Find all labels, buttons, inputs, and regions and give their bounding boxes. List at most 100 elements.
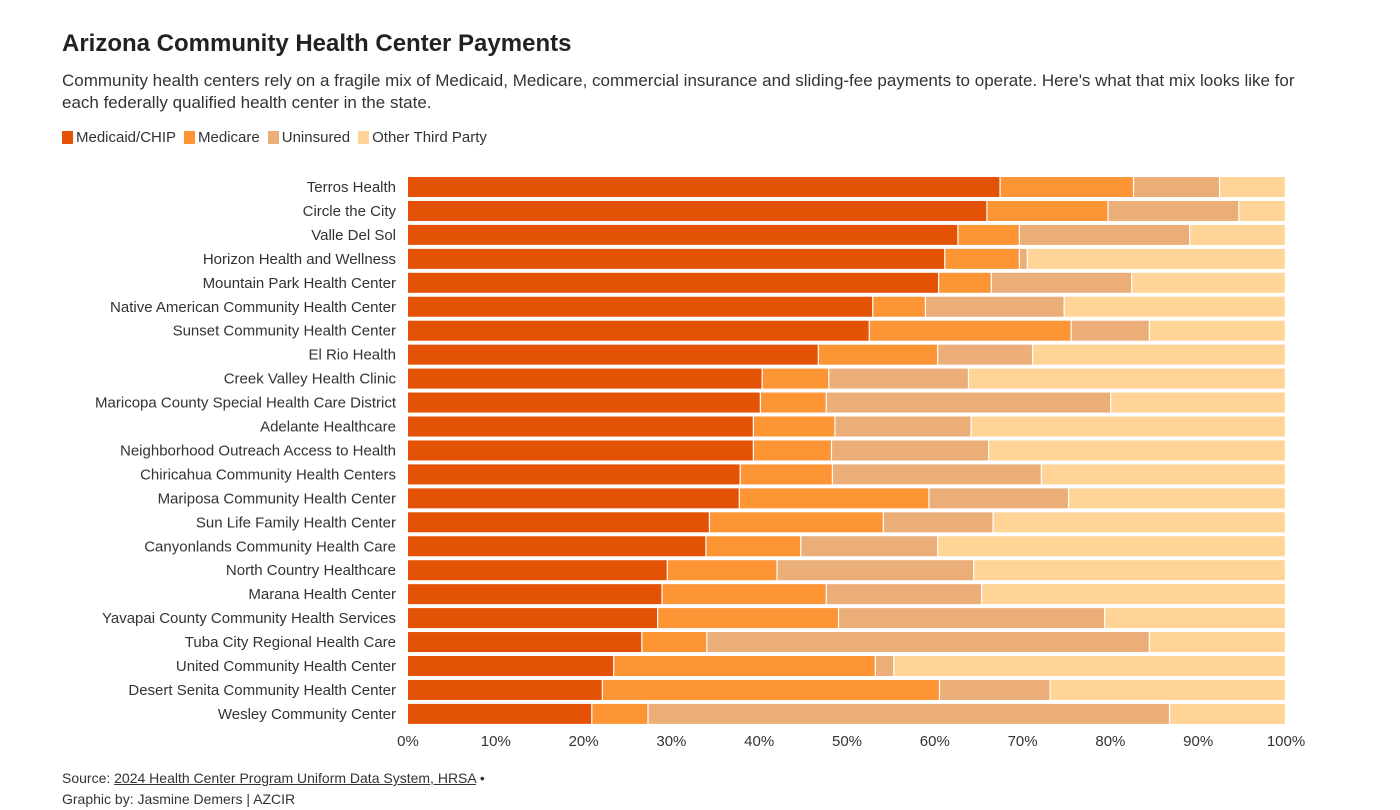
bar-segment-maricopa-county-special-health-care-district-medicaid-chip[interactable] bbox=[408, 392, 760, 413]
chart-subtitle: Community health centers rely on a fragi… bbox=[62, 71, 1295, 112]
bar-segment-neighborhood-outreach-access-to-health-uninsured[interactable] bbox=[832, 440, 989, 461]
bar-segment-circle-the-city-uninsured[interactable] bbox=[1108, 200, 1239, 221]
x-tick-label: 80% bbox=[1095, 733, 1125, 750]
bar-segment-yavapai-county-community-health-services-medicaid-chip[interactable] bbox=[408, 608, 658, 629]
bar-segment-mariposa-community-health-center-uninsured[interactable] bbox=[929, 488, 1068, 509]
bar-segment-canyonlands-community-health-care-other-third-party[interactable] bbox=[938, 536, 1285, 557]
bar-segment-tuba-city-regional-health-care-uninsured[interactable] bbox=[707, 632, 1149, 653]
bar-segment-tuba-city-regional-health-care-other-third-party[interactable] bbox=[1149, 632, 1285, 653]
bar-segment-creek-valley-health-clinic-medicare[interactable] bbox=[762, 368, 829, 389]
bar-segment-chiricahua-community-health-centers-medicaid-chip[interactable] bbox=[408, 464, 740, 485]
bar-segment-sun-life-family-health-center-medicaid-chip[interactable] bbox=[408, 512, 709, 533]
bar-segment-sunset-community-health-center-medicare[interactable] bbox=[869, 320, 1071, 341]
source-link[interactable]: 2024 Health Center Program Uniform Data … bbox=[114, 770, 476, 786]
bar-segment-wesley-community-center-other-third-party[interactable] bbox=[1170, 703, 1285, 724]
category-label-terros-health: Terros Health bbox=[307, 179, 396, 196]
bar-segment-maricopa-county-special-health-care-district-medicare[interactable] bbox=[760, 392, 826, 413]
bar-segment-horizon-health-and-wellness-uninsured[interactable] bbox=[1019, 248, 1027, 269]
bar-segment-desert-senita-community-health-center-other-third-party[interactable] bbox=[1050, 679, 1285, 700]
category-label-yavapai-county-community-health-services: Yavapai County Community Health Services bbox=[102, 610, 396, 627]
bar-segment-marana-health-center-other-third-party[interactable] bbox=[982, 584, 1285, 605]
bar-segment-mountain-park-health-center-medicare[interactable] bbox=[939, 272, 991, 293]
bar-segment-north-country-healthcare-uninsured[interactable] bbox=[777, 560, 974, 581]
bar-segment-circle-the-city-medicaid-chip[interactable] bbox=[408, 200, 987, 221]
category-label-united-community-health-center: United Community Health Center bbox=[176, 658, 396, 675]
bar-segment-desert-senita-community-health-center-medicare[interactable] bbox=[602, 679, 939, 700]
bar-segment-united-community-health-center-uninsured[interactable] bbox=[875, 656, 894, 676]
bar-segment-desert-senita-community-health-center-medicaid-chip[interactable] bbox=[408, 679, 602, 700]
bar-segment-desert-senita-community-health-center-uninsured[interactable] bbox=[940, 679, 1050, 700]
bar-segment-creek-valley-health-clinic-other-third-party[interactable] bbox=[969, 368, 1285, 389]
bar-segment-yavapai-county-community-health-services-other-third-party[interactable] bbox=[1105, 608, 1285, 629]
bar-segment-native-american-community-health-center-medicaid-chip[interactable] bbox=[408, 296, 873, 317]
bar-segment-mariposa-community-health-center-other-third-party[interactable] bbox=[1069, 488, 1285, 509]
bar-segment-chiricahua-community-health-centers-other-third-party[interactable] bbox=[1041, 464, 1285, 485]
bar-segment-wesley-community-center-uninsured[interactable] bbox=[648, 703, 1169, 724]
bar-segment-maricopa-county-special-health-care-district-uninsured[interactable] bbox=[826, 392, 1111, 413]
bar-segment-adelante-healthcare-medicare[interactable] bbox=[753, 416, 835, 437]
bar-segment-terros-health-medicare[interactable] bbox=[1000, 177, 1133, 197]
bar-segment-sun-life-family-health-center-other-third-party[interactable] bbox=[993, 512, 1285, 533]
bar-segment-sunset-community-health-center-medicaid-chip[interactable] bbox=[408, 320, 869, 341]
bar-segment-sunset-community-health-center-other-third-party[interactable] bbox=[1149, 320, 1285, 341]
bar-segment-mariposa-community-health-center-medicaid-chip[interactable] bbox=[408, 488, 739, 509]
bar-segment-terros-health-uninsured[interactable] bbox=[1134, 177, 1219, 197]
bar-segment-circle-the-city-other-third-party[interactable] bbox=[1239, 200, 1285, 221]
bar-segment-canyonlands-community-health-care-medicaid-chip[interactable] bbox=[408, 536, 706, 557]
bar-segment-sunset-community-health-center-uninsured[interactable] bbox=[1071, 320, 1149, 341]
bar-segment-united-community-health-center-medicaid-chip[interactable] bbox=[408, 656, 614, 676]
source-prefix: Source: bbox=[62, 770, 115, 786]
bar-segment-neighborhood-outreach-access-to-health-medicare[interactable] bbox=[753, 440, 831, 461]
bar-segment-sun-life-family-health-center-uninsured[interactable] bbox=[883, 512, 993, 533]
bar-segment-creek-valley-health-clinic-uninsured[interactable] bbox=[829, 368, 968, 389]
bar-segment-marana-health-center-uninsured[interactable] bbox=[826, 584, 982, 605]
bar-segment-native-american-community-health-center-other-third-party[interactable] bbox=[1064, 296, 1285, 317]
bar-segment-terros-health-medicaid-chip[interactable] bbox=[408, 177, 1000, 197]
bar-segment-yavapai-county-community-health-services-medicare[interactable] bbox=[658, 608, 838, 629]
bar-segment-adelante-healthcare-uninsured[interactable] bbox=[835, 416, 971, 437]
bar-segment-neighborhood-outreach-access-to-health-medicaid-chip[interactable] bbox=[408, 440, 753, 461]
bar-segment-horizon-health-and-wellness-medicaid-chip[interactable] bbox=[408, 248, 945, 269]
bar-segment-wesley-community-center-medicaid-chip[interactable] bbox=[408, 703, 592, 724]
bar-segment-terros-health-other-third-party[interactable] bbox=[1220, 177, 1285, 197]
bar-segment-mountain-park-health-center-medicaid-chip[interactable] bbox=[408, 272, 938, 293]
bar-segment-canyonlands-community-health-care-medicare[interactable] bbox=[706, 536, 801, 557]
bar-segment-maricopa-county-special-health-care-district-other-third-party[interactable] bbox=[1111, 392, 1285, 413]
bar-segment-united-community-health-center-medicare[interactable] bbox=[614, 656, 875, 676]
bar-segment-wesley-community-center-medicare[interactable] bbox=[592, 703, 648, 724]
bar-segment-marana-health-center-medicaid-chip[interactable] bbox=[408, 584, 662, 605]
bar-segment-mountain-park-health-center-uninsured[interactable] bbox=[991, 272, 1132, 293]
bar-segment-el-rio-health-medicaid-chip[interactable] bbox=[408, 344, 818, 365]
bar-segment-adelante-healthcare-other-third-party[interactable] bbox=[971, 416, 1285, 437]
bar-segment-tuba-city-regional-health-care-medicaid-chip[interactable] bbox=[408, 632, 642, 653]
bar-segment-united-community-health-center-other-third-party[interactable] bbox=[894, 656, 1285, 676]
bar-segment-el-rio-health-uninsured[interactable] bbox=[938, 344, 1032, 365]
bar-segment-el-rio-health-medicare[interactable] bbox=[818, 344, 938, 365]
bar-segment-adelante-healthcare-medicaid-chip[interactable] bbox=[408, 416, 753, 437]
bar-segment-canyonlands-community-health-care-uninsured[interactable] bbox=[801, 536, 938, 557]
bar-segment-horizon-health-and-wellness-other-third-party[interactable] bbox=[1027, 248, 1285, 269]
bar-segment-horizon-health-and-wellness-medicare[interactable] bbox=[945, 248, 1019, 269]
bar-segment-el-rio-health-other-third-party[interactable] bbox=[1033, 344, 1285, 365]
bar-segment-marana-health-center-medicare[interactable] bbox=[662, 584, 826, 605]
bar-segment-valle-del-sol-medicaid-chip[interactable] bbox=[408, 224, 958, 245]
bar-segment-chiricahua-community-health-centers-uninsured[interactable] bbox=[832, 464, 1041, 485]
bar-segment-yavapai-county-community-health-services-uninsured[interactable] bbox=[839, 608, 1104, 629]
bar-segment-neighborhood-outreach-access-to-health-other-third-party[interactable] bbox=[989, 440, 1285, 461]
bar-segment-native-american-community-health-center-medicare[interactable] bbox=[873, 296, 925, 317]
bar-segment-valle-del-sol-other-third-party[interactable] bbox=[1190, 224, 1285, 245]
bar-segment-mountain-park-health-center-other-third-party[interactable] bbox=[1132, 272, 1285, 293]
bar-segment-valle-del-sol-uninsured[interactable] bbox=[1019, 224, 1190, 245]
bar-segment-circle-the-city-medicare[interactable] bbox=[987, 200, 1108, 221]
bar-segment-mariposa-community-health-center-medicare[interactable] bbox=[739, 488, 929, 509]
bar-segment-north-country-healthcare-other-third-party[interactable] bbox=[974, 560, 1285, 581]
bar-segment-chiricahua-community-health-centers-medicare[interactable] bbox=[740, 464, 832, 485]
bar-segment-native-american-community-health-center-uninsured[interactable] bbox=[926, 296, 1064, 317]
bar-segment-tuba-city-regional-health-care-medicare[interactable] bbox=[642, 632, 707, 653]
bar-segment-valle-del-sol-medicare[interactable] bbox=[958, 224, 1019, 245]
bar-segment-sun-life-family-health-center-medicare[interactable] bbox=[710, 512, 883, 533]
bar-segment-north-country-healthcare-medicaid-chip[interactable] bbox=[408, 560, 667, 581]
bar-segment-north-country-healthcare-medicare[interactable] bbox=[667, 560, 777, 581]
bar-segment-creek-valley-health-clinic-medicaid-chip[interactable] bbox=[408, 368, 762, 389]
legend-swatch-medicare bbox=[184, 131, 196, 144]
